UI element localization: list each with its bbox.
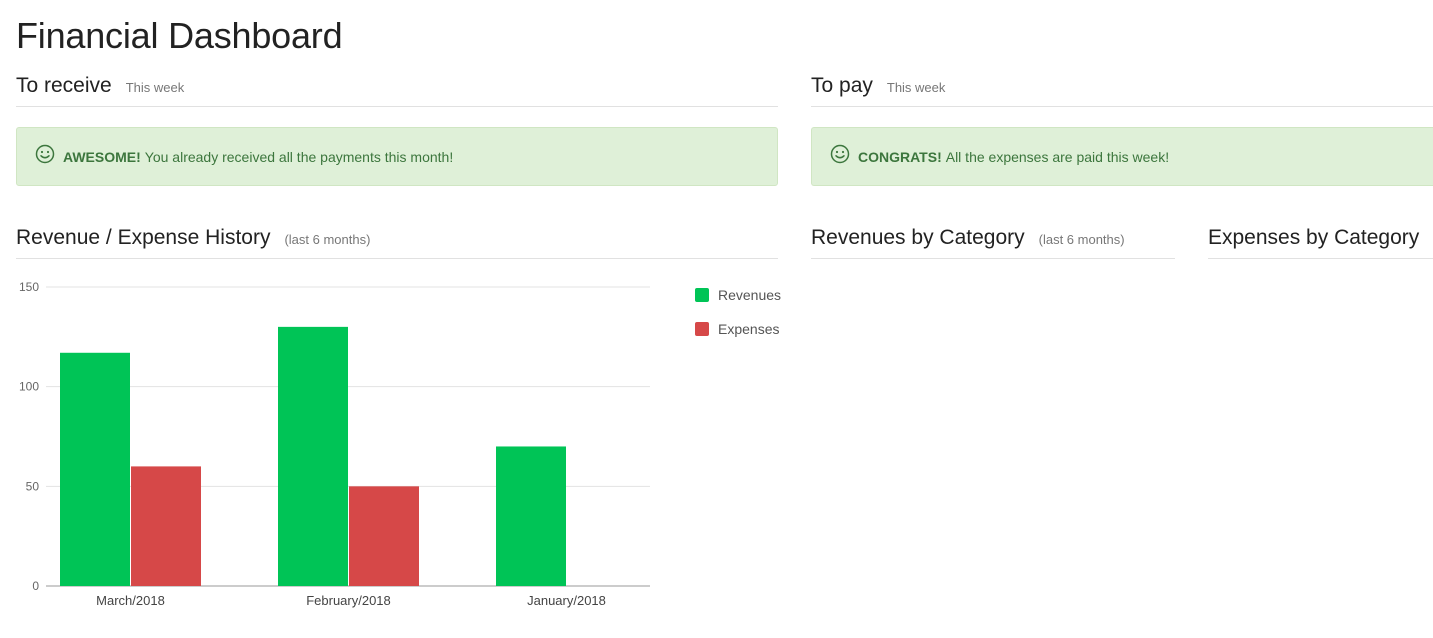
to-pay-alert-text: All the expenses are paid this week!: [945, 148, 1170, 165]
revenues-by-category-header: Revenues by Category (last 6 months): [811, 223, 1175, 259]
y-tick-label: 50: [26, 479, 40, 493]
to-receive-header: To receive This week: [16, 71, 778, 107]
to-receive-alert: AWESOME! You already received all the pa…: [16, 127, 778, 186]
legend-item-expenses[interactable]: Expenses: [695, 320, 781, 338]
bar-expenses-1: [349, 486, 419, 586]
expenses-by-category-title: Expenses by Category: [1208, 226, 1420, 249]
history-period: (last 6 months): [284, 232, 371, 247]
expenses-by-category-header: Expenses by Category: [1208, 223, 1433, 259]
to-receive-period: This week: [125, 80, 185, 95]
bar-expenses-0: [131, 466, 201, 586]
to-pay-alert-strong: CONGRATS!: [858, 148, 942, 165]
revenues-by-category-period: (last 6 months): [1038, 232, 1125, 247]
to-receive-title: To receive: [16, 74, 112, 97]
bar-revenues-2: [496, 446, 566, 586]
legend-item-revenues[interactable]: Revenues: [695, 286, 781, 304]
chart-legend: Revenues Expenses: [695, 286, 781, 354]
to-receive-alert-strong: AWESOME!: [63, 148, 141, 165]
page-title: Financial Dashboard: [16, 15, 343, 56]
x-tick-label: February/2018: [306, 593, 391, 608]
x-tick-label: January/2018: [527, 593, 606, 608]
history-title: Revenue / Expense History: [16, 226, 271, 249]
smile-icon: [35, 144, 55, 163]
to-pay-header: To pay This week: [811, 71, 1433, 107]
smile-icon: [830, 144, 850, 163]
legend-label-expenses: Expenses: [718, 321, 780, 337]
to-pay-title: To pay: [811, 74, 873, 97]
bar-revenues-1: [278, 326, 348, 586]
to-pay-period: This week: [886, 80, 946, 95]
history-header: Revenue / Expense History (last 6 months): [16, 223, 778, 259]
revenues-by-category-title: Revenues by Category: [811, 226, 1025, 249]
to-pay-alert: CONGRATS! All the expenses are paid this…: [811, 127, 1433, 186]
x-tick-label: March/2018: [96, 593, 165, 608]
y-tick-label: 100: [19, 380, 39, 394]
y-tick-label: 150: [19, 280, 39, 294]
legend-swatch-expenses: [695, 322, 709, 336]
bar-revenues-0: [60, 352, 130, 586]
revenue-expense-chart: 0 50 100 150 March/2018 February/2018 January/…: [19, 280, 650, 608]
y-tick-label: 0: [32, 579, 39, 593]
legend-label-revenues: Revenues: [718, 287, 782, 303]
to-receive-alert-text: You already received all the payments th…: [144, 148, 454, 165]
legend-swatch-revenues: [695, 288, 709, 302]
